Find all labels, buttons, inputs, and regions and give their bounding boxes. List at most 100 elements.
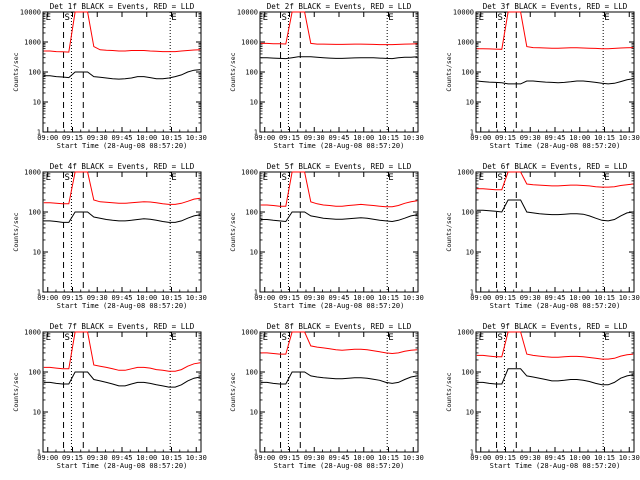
x-tick-label: 10:30 bbox=[186, 454, 207, 462]
x-tick-label: 09:30 bbox=[87, 134, 108, 142]
series-line-events bbox=[476, 199, 634, 222]
x-tick-label: 10:00 bbox=[569, 294, 590, 302]
marker-letter: S bbox=[498, 173, 503, 183]
marker-letter: E bbox=[171, 333, 176, 343]
marker-letter: S bbox=[282, 333, 287, 343]
x-axis-label: Start Time (28-Aug-08 08:57:20) bbox=[490, 302, 621, 310]
x-tick-label: 09:00 bbox=[254, 454, 275, 462]
x-tick-label: 10:00 bbox=[136, 134, 157, 142]
x-tick-label: 09:45 bbox=[111, 454, 132, 462]
x-tick-label: 10:30 bbox=[186, 134, 207, 142]
marker-letter: E bbox=[46, 13, 51, 23]
y-tick-label: 1000 bbox=[241, 39, 258, 47]
y-tick-label: 1000 bbox=[457, 169, 474, 177]
panel-title: Det 8f BLACK = Events, RED = LLD bbox=[267, 322, 412, 331]
marker-letter: S bbox=[498, 13, 503, 23]
marker-letter: E bbox=[263, 13, 268, 23]
y-tick-label: 10000 bbox=[20, 9, 41, 17]
marker-letter: E bbox=[479, 13, 484, 23]
y-tick-label: 1 bbox=[470, 129, 474, 137]
panel-title: Det 6f BLACK = Events, RED = LLD bbox=[483, 162, 628, 171]
series-line-lld bbox=[43, 171, 201, 205]
panel-title: Det 7f BLACK = Events, RED = LLD bbox=[50, 322, 195, 331]
x-tick-label: 10:15 bbox=[161, 294, 182, 302]
panel-title: Det 5f BLACK = Events, RED = LLD bbox=[267, 162, 412, 171]
x-axis-label: Start Time (28-Aug-08 08:57:20) bbox=[274, 142, 405, 150]
x-tick-label: 10:30 bbox=[619, 134, 640, 142]
x-tick-label: 09:45 bbox=[328, 294, 349, 302]
marker-letter: E bbox=[479, 333, 484, 343]
x-tick-label: 10:30 bbox=[403, 134, 424, 142]
y-axis-label: Counts/sec bbox=[12, 212, 20, 251]
marker-letter: E bbox=[46, 333, 51, 343]
x-tick-label: 10:15 bbox=[378, 134, 399, 142]
y-tick-label: 1 bbox=[470, 289, 474, 297]
marker-letter: E bbox=[604, 333, 609, 343]
series-line-events bbox=[260, 211, 418, 223]
x-tick-label: 10:00 bbox=[136, 294, 157, 302]
plot-frame bbox=[475, 11, 635, 133]
panel-7: Det 7f BLACK = Events, RED = LLD 1 10 100 10… bbox=[12, 322, 207, 470]
marker-letter: E bbox=[388, 333, 393, 343]
plot-frame bbox=[475, 331, 635, 453]
marker-letter: E bbox=[171, 173, 176, 183]
y-axis-label: Counts/sec bbox=[12, 52, 20, 91]
x-tick-label: 09:00 bbox=[254, 294, 275, 302]
panel-9: Det 9f BLACK = Events, RED = LLD 1 10 100 10… bbox=[445, 322, 640, 470]
series-line-events bbox=[43, 211, 201, 223]
y-axis-label: Counts/sec bbox=[229, 372, 237, 411]
x-tick-label: 09:00 bbox=[470, 454, 491, 462]
series-line-events bbox=[476, 78, 634, 85]
x-tick-label: 09:45 bbox=[328, 454, 349, 462]
x-tick-label: 10:15 bbox=[594, 454, 615, 462]
x-tick-label: 09:00 bbox=[37, 134, 58, 142]
x-axis-label: Start Time (28-Aug-08 08:57:20) bbox=[490, 462, 621, 470]
x-tick-label: 09:45 bbox=[111, 294, 132, 302]
series-line-lld bbox=[43, 11, 201, 53]
marker-letter: S bbox=[282, 13, 287, 23]
x-tick-label: 09:15 bbox=[279, 454, 300, 462]
plot-frame bbox=[259, 171, 419, 293]
y-tick-label: 10 bbox=[466, 249, 474, 257]
x-tick-label: 09:15 bbox=[279, 134, 300, 142]
y-tick-label: 100 bbox=[245, 369, 258, 377]
x-tick-label: 10:15 bbox=[594, 294, 615, 302]
panel-title: Det 3f BLACK = Events, RED = LLD bbox=[483, 2, 628, 11]
y-axis-label: Counts/sec bbox=[229, 52, 237, 91]
y-tick-label: 1000 bbox=[457, 39, 474, 47]
series-line-lld bbox=[43, 331, 201, 372]
series-line-lld bbox=[476, 11, 634, 50]
x-tick-label: 09:00 bbox=[37, 454, 58, 462]
x-tick-label: 09:30 bbox=[304, 134, 325, 142]
y-tick-label: 10 bbox=[33, 249, 41, 257]
x-tick-label: 10:15 bbox=[594, 134, 615, 142]
x-tick-label: 09:00 bbox=[37, 294, 58, 302]
y-tick-label: 100 bbox=[461, 209, 474, 217]
x-tick-label: 09:45 bbox=[544, 454, 565, 462]
y-tick-label: 100 bbox=[28, 369, 41, 377]
x-tick-label: 09:30 bbox=[304, 454, 325, 462]
series-line-lld bbox=[260, 11, 418, 46]
marker-letter: S bbox=[498, 333, 503, 343]
x-tick-label: 09:45 bbox=[544, 294, 565, 302]
plot-frame bbox=[42, 331, 202, 453]
x-tick-label: 09:00 bbox=[254, 134, 275, 142]
y-tick-label: 100 bbox=[461, 69, 474, 77]
y-tick-label: 10 bbox=[250, 99, 258, 107]
marker-letter: E bbox=[263, 173, 268, 183]
y-tick-label: 10 bbox=[33, 99, 41, 107]
y-tick-label: 1000 bbox=[24, 39, 41, 47]
x-tick-label: 09:15 bbox=[495, 134, 516, 142]
x-tick-label: 09:30 bbox=[87, 454, 108, 462]
marker-letter: S bbox=[65, 173, 70, 183]
x-axis-label: Start Time (28-Aug-08 08:57:20) bbox=[57, 462, 188, 470]
y-tick-label: 10000 bbox=[453, 9, 474, 17]
x-tick-label: 10:30 bbox=[186, 294, 207, 302]
marker-letter: E bbox=[604, 13, 609, 23]
marker-letter: S bbox=[282, 173, 287, 183]
y-axis-label: Counts/sec bbox=[445, 212, 453, 251]
y-axis-label: Counts/sec bbox=[229, 212, 237, 251]
y-tick-label: 100 bbox=[245, 69, 258, 77]
x-tick-label: 10:00 bbox=[353, 294, 374, 302]
panel-6: Det 6f BLACK = Events, RED = LLD 1 10 100 10… bbox=[445, 162, 640, 310]
